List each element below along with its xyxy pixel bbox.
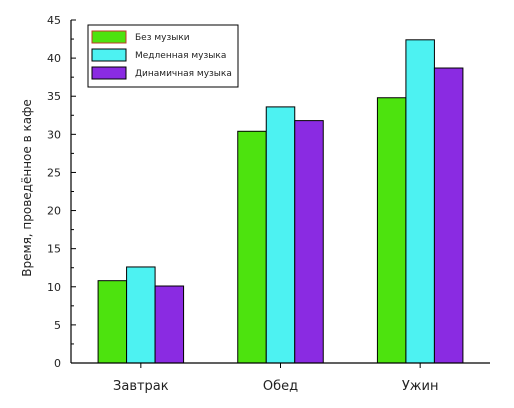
y-axis-title: Время, проведённое в кафе [20,99,34,276]
legend-label-2: Медленная музыка [135,51,226,61]
axes [70,20,490,364]
bar-3-2 [294,120,324,364]
bar-2-3 [405,39,435,364]
y-tick-label: 25 [47,166,61,179]
y-tick-label: 15 [47,243,61,256]
legend-label-1: Без музыки [135,33,190,43]
legend-swatch-3 [91,66,127,80]
y-tick-label: 5 [54,319,61,332]
bar-2-1 [126,266,156,364]
bar-1-3 [376,97,407,364]
y-tick-label: 45 [47,14,61,27]
bar-1-2 [237,130,267,364]
x-category-label: Обед [263,379,298,394]
y-tick-label: 30 [47,128,61,141]
y-tick-label: 0 [54,357,61,370]
y-tick-label: 10 [47,281,61,294]
x-axis-ticks: Завтрак Обед Ужин [113,363,438,394]
x-category-label: Завтрак [113,379,169,394]
y-axis-ticks: 0 5 10 15 20 25 30 35 40 45 [47,14,76,370]
legend: Без музыки Медленная музыка Динамичная муз… [87,24,239,88]
bar-2-2 [265,106,296,364]
legend-label-3: Динамичная музыка [135,69,232,79]
y-tick-label: 20 [47,205,61,218]
bars [97,39,464,364]
bar-3-3 [433,67,464,364]
legend-swatch-1 [91,30,127,44]
legend-swatch-2 [91,48,127,62]
y-tick-label: 35 [47,90,61,103]
y-tick-label: 40 [47,52,61,65]
bar-3-1 [154,285,185,364]
bar-1-1 [97,280,128,364]
x-category-label: Ужин [402,379,439,394]
